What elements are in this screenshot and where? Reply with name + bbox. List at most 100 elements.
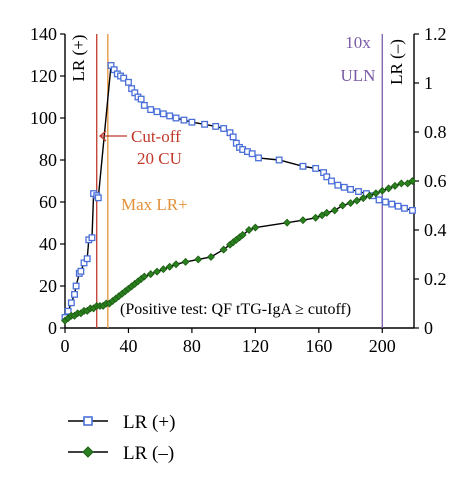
data-point-lr-pos xyxy=(312,164,320,172)
data-point-lr-neg xyxy=(298,216,307,225)
data-point-lr-pos xyxy=(299,162,307,170)
y-left-tick-label: 20 xyxy=(39,276,57,296)
data-point-lr-neg xyxy=(219,245,228,254)
data-point-lr-neg xyxy=(330,206,339,215)
data-point-lr-pos xyxy=(137,95,145,103)
data-point-lr-neg xyxy=(359,194,368,203)
data-point-lr-pos xyxy=(323,173,331,181)
data-point-lr-pos xyxy=(125,78,132,86)
data-point-lr-pos xyxy=(388,200,396,208)
data-point-lr-neg xyxy=(194,255,203,264)
data-point-lr-pos xyxy=(88,234,96,242)
data-point-lr-neg xyxy=(140,272,149,281)
data-point-lr-pos xyxy=(340,183,348,191)
lr-pos-vertical-label: LR (+) xyxy=(69,35,88,82)
data-point-lr-neg xyxy=(397,179,406,188)
data-point-lr-neg xyxy=(311,213,320,222)
legend-label-lr-neg: LR (–) xyxy=(123,443,174,464)
y-left-tick-label: 140 xyxy=(30,24,57,44)
data-point-lr-pos xyxy=(275,156,283,164)
reference-lines xyxy=(96,34,383,328)
legend-item-lr-pos: LR (+) xyxy=(68,412,175,433)
y-left-tick-label: 0 xyxy=(48,318,57,338)
data-point-lr-pos xyxy=(375,196,383,204)
data-point-lr-pos xyxy=(334,181,342,189)
data-point-lr-pos xyxy=(77,267,85,275)
series-layer xyxy=(61,62,417,325)
data-point-lr-neg xyxy=(181,257,190,266)
data-point-lr-pos xyxy=(83,255,91,263)
data-point-lr-neg xyxy=(378,186,387,195)
data-point-lr-pos xyxy=(153,108,161,116)
positive-test-label: (Positive test: QF tTG-IgA ≥ cutoff) xyxy=(120,301,351,318)
legend-label-lr-pos: LR (+) xyxy=(123,412,175,433)
y-left-tick-label: 60 xyxy=(39,192,57,212)
data-point-lr-pos xyxy=(147,106,155,114)
y-right-tick-label: 0.8 xyxy=(424,122,447,142)
y-right-tick-label: 0.4 xyxy=(424,220,447,240)
data-point-lr-neg xyxy=(165,262,174,271)
axes: 0 20 40 60 80 100 120 140 0 0.2 0.4 0.6 0.8 1 1.2 0 40 80… xyxy=(30,24,447,356)
data-point-lr-pos xyxy=(166,112,174,120)
data-point-lr-pos xyxy=(180,116,188,124)
y-right-tick-label: 1 xyxy=(424,73,433,93)
y-left-tick-label: 40 xyxy=(39,234,57,254)
data-point-lr-pos xyxy=(212,122,220,130)
data-point-lr-neg xyxy=(172,260,181,269)
data-point-lr-pos xyxy=(201,120,209,128)
annotations: LR (+) LR (–) 10x ULN Cut-off 20 CU Max … xyxy=(69,33,406,318)
x-tick-label: 160 xyxy=(305,336,332,356)
lr-neg-vertical-label: LR (–) xyxy=(387,39,406,85)
y-right-tick-label: 0 xyxy=(424,318,433,338)
data-point-lr-neg xyxy=(390,181,399,190)
data-point-lr-neg xyxy=(352,196,361,205)
x-tick-label: 80 xyxy=(183,336,201,356)
data-point-lr-neg xyxy=(146,270,155,279)
x-tick-label: 200 xyxy=(369,336,396,356)
data-point-lr-pos xyxy=(229,133,237,141)
legend-marker-diamond xyxy=(82,446,94,458)
y-left-tick-label: 80 xyxy=(39,150,57,170)
y-left-tick-label: 100 xyxy=(30,108,57,128)
x-tick-label: 0 xyxy=(61,336,70,356)
data-point-lr-pos xyxy=(140,101,148,109)
data-point-lr-pos xyxy=(220,125,228,132)
data-point-lr-neg xyxy=(153,267,161,276)
data-point-lr-pos xyxy=(188,118,196,126)
data-point-lr-pos xyxy=(355,188,362,195)
data-point-lr-neg xyxy=(408,177,417,185)
data-point-lr-pos xyxy=(347,185,354,193)
uln-10x-label: 10x xyxy=(345,33,371,52)
data-point-lr-pos xyxy=(408,206,416,214)
data-point-lr-pos xyxy=(159,110,167,118)
data-point-lr-pos xyxy=(401,204,408,212)
x-tick-label: 40 xyxy=(119,336,137,356)
data-point-lr-pos xyxy=(64,307,72,315)
data-point-lr-neg xyxy=(365,191,374,200)
data-point-lr-pos xyxy=(172,114,180,122)
data-point-lr-pos xyxy=(248,150,256,158)
data-point-lr-neg xyxy=(322,208,331,217)
y-right-tick-label: 0.2 xyxy=(424,269,447,289)
data-point-lr-pos xyxy=(255,154,262,162)
data-point-lr-pos xyxy=(72,282,80,290)
cutoff-value-label: 20 CU xyxy=(137,149,182,168)
y-left-tick-label: 120 xyxy=(30,66,57,86)
cutoff-label: Cut-off xyxy=(131,127,181,146)
uln-label: ULN xyxy=(341,66,376,85)
legend-marker-square xyxy=(83,416,93,426)
y-right-tick-label: 0.6 xyxy=(424,171,447,191)
max-lr-label: Max LR+ xyxy=(121,195,188,214)
data-point-lr-neg xyxy=(338,201,347,210)
data-point-lr-neg xyxy=(251,223,260,232)
data-point-lr-neg xyxy=(346,199,355,208)
legend: LR (+) LR (–) xyxy=(68,412,175,464)
data-point-lr-pos xyxy=(94,194,102,202)
data-point-lr-pos xyxy=(394,202,402,210)
data-point-lr-pos xyxy=(120,74,128,82)
y-right-tick-label: 1.2 xyxy=(424,24,447,44)
data-point-lr-pos xyxy=(71,290,78,298)
x-tick-label: 120 xyxy=(242,336,269,356)
data-point-lr-neg xyxy=(159,265,168,274)
